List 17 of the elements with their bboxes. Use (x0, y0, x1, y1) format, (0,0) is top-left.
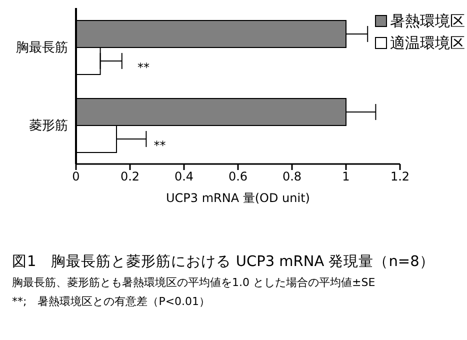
text: 図1 胸最長筋と菱形筋における UCP3 mRNA 発現量（n=8） (12, 253, 436, 271)
x-tick-label: 1.2 (390, 170, 410, 184)
y-tick-label: 菱形筋 (29, 118, 68, 134)
x-axis-title: UCP3 mRNA 量(OD unit) (166, 191, 310, 205)
x-tick-label: 0.2 (120, 170, 140, 184)
x-tick-label: 0.8 (282, 170, 302, 184)
annotation: ** (154, 138, 166, 153)
legend-label: 適温環境区 (390, 33, 465, 54)
x-tick-label: 0.4 (174, 170, 194, 184)
annotation: ** (138, 60, 150, 75)
x-tick-label: 0 (72, 170, 80, 184)
text: **; 暑熱環境区との有意差（P<0.01） (12, 294, 212, 309)
x-tick-label: 1 (342, 170, 350, 184)
x-tick-label: 0.6 (228, 170, 248, 184)
legend-label: 暑熱環境区 (390, 11, 465, 32)
y-tick-label: 胸最長筋 (16, 40, 68, 56)
text: 胸最長筋、菱形筋とも暑熱環境区の平均値を1.0 とした場合の平均値±SE (12, 275, 376, 290)
